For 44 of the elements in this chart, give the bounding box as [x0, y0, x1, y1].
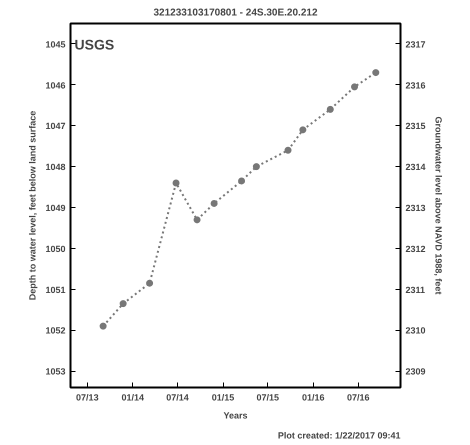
y-tick-label: 1050: [45, 244, 66, 254]
point: [146, 280, 154, 287]
annotation: USGS: [74, 36, 114, 52]
x-tick-label: 07/14: [166, 392, 189, 402]
y-tick-label: 1051: [45, 284, 66, 295]
x-tick-label: 07/15: [256, 392, 280, 402]
y2-tick-label: 2314: [406, 162, 426, 172]
y-axis-title: Depth to water level, feet below land surface: [27, 110, 38, 300]
x-tick-label: 07/13: [76, 392, 99, 402]
point: [210, 200, 218, 207]
point: [372, 69, 380, 76]
y2-tick-label: 2311: [406, 284, 426, 295]
y-tick-label: 1046: [45, 80, 66, 90]
point: [194, 216, 201, 224]
point: [100, 322, 107, 330]
point: [172, 180, 180, 186]
x-tick-label: 01/16: [302, 392, 325, 402]
y2-tick-label: 2316: [406, 80, 426, 90]
point: [351, 83, 358, 90]
point: [252, 163, 260, 170]
x-tick-label: 01/15: [212, 392, 234, 402]
y2-tick-label: 2309: [406, 366, 426, 377]
x-tick-label: 01/14: [122, 392, 144, 402]
y2-tick-label: 2312: [406, 244, 426, 254]
point: [238, 177, 246, 184]
y2-tick-label: 2313: [406, 203, 426, 214]
chart-title: 321233103170801 - 24S.30E.20.212: [153, 8, 318, 18]
y-tick-label: 1052: [45, 326, 66, 336]
text: Plot created: 1/22/2017 09:41: [278, 430, 401, 440]
y2-tick-label: 2315: [406, 121, 426, 132]
y-tick-label: 1045: [45, 39, 66, 50]
y2-tick-label: 2310: [406, 326, 426, 336]
y-tick-label: 1049: [45, 203, 66, 214]
point: [284, 146, 292, 154]
y2-axis-title: Groundwater level above NAVD 1988, feet: [434, 116, 444, 294]
y-tick-label: 1053: [45, 366, 66, 377]
x-axis-title: Years: [223, 410, 248, 420]
y2-tick-label: 2317: [406, 39, 426, 50]
point: [326, 106, 334, 113]
point: [299, 126, 306, 134]
point: [120, 300, 127, 308]
x-tick-label: 07/16: [346, 392, 370, 402]
y-tick-label: 1048: [45, 162, 66, 172]
y-tick-label: 1047: [45, 121, 66, 132]
